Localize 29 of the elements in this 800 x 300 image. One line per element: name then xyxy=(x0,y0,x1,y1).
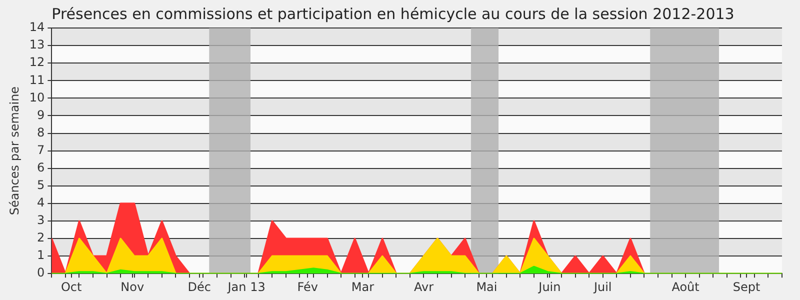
y-tick-label: 10 xyxy=(29,90,45,104)
y-tick-label: 2 xyxy=(37,230,45,245)
x-tick-label: Jan 13 xyxy=(226,280,266,294)
y-tick-label: 7 xyxy=(37,142,45,157)
y-tick-label: 3 xyxy=(37,213,45,228)
y-tick-label: 0 xyxy=(37,266,45,280)
x-tick-label: Oct xyxy=(60,280,82,294)
x-tick-label: Juin xyxy=(538,280,561,294)
y-tick-label: 6 xyxy=(37,160,45,174)
y-tick-label: 1 xyxy=(37,248,45,262)
y-tick-label: 11 xyxy=(29,72,45,87)
y-tick-label: 14 xyxy=(29,20,45,34)
y-tick-label: 12 xyxy=(29,55,45,70)
x-tick-label: Juil xyxy=(592,280,612,294)
y-axis-title: Séances par semaine xyxy=(7,86,22,216)
x-tick-label: Nov xyxy=(120,280,144,294)
y-tick-label: 8 xyxy=(37,125,45,140)
x-tick-label: Fév xyxy=(297,280,318,294)
y-tick-label: 5 xyxy=(37,178,45,192)
y-tick-label: 13 xyxy=(29,38,45,52)
x-tick-label: Août xyxy=(672,280,700,294)
x-tick-label: Sept xyxy=(732,280,761,294)
x-tick-label: Mai xyxy=(476,280,498,294)
y-tick-label: 4 xyxy=(37,196,45,210)
y-tick-label: 9 xyxy=(37,108,45,122)
x-tick-label: Avr xyxy=(414,280,434,294)
x-tick-label: Mar xyxy=(351,280,374,294)
chart-title: Présences en commissions et participation en hémicycle au cours de la session 2012-2013 xyxy=(52,4,734,23)
x-tick-label: Déc xyxy=(188,280,211,294)
